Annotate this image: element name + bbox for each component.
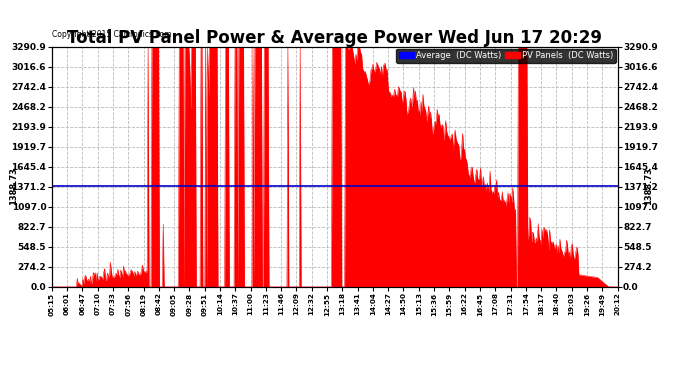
Text: Copyright 2015 Cartronics.com: Copyright 2015 Cartronics.com [52,30,171,39]
Text: 1388.73: 1388.73 [9,166,18,204]
Legend: Average  (DC Watts), PV Panels  (DC Watts): Average (DC Watts), PV Panels (DC Watts) [396,48,616,63]
Text: 1388.73: 1388.73 [644,166,653,204]
Title: Total PV Panel Power & Average Power Wed Jun 17 20:29: Total PV Panel Power & Average Power Wed… [67,29,602,47]
